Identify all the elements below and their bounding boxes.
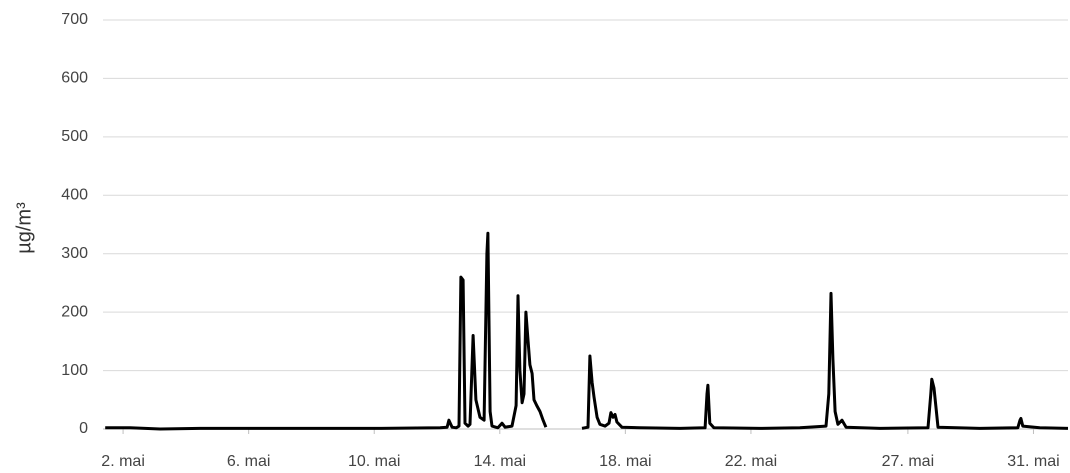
- x-tick-label: 27. mai: [882, 453, 934, 470]
- y-axis-title: µg/m³: [13, 202, 35, 254]
- x-tick-label: 18. mai: [599, 453, 651, 470]
- x-tick-label: 6. mai: [227, 453, 271, 470]
- y-tick-label: 400: [61, 187, 88, 204]
- y-tick-label: 600: [61, 70, 88, 87]
- y-tick-label: 300: [61, 245, 88, 262]
- x-tick-label: 14. mai: [474, 453, 526, 470]
- data-line: [105, 231, 1069, 431]
- y-tick-label: 500: [61, 128, 88, 145]
- x-tick-label: 31. mai: [1007, 453, 1059, 470]
- y-tick-label: 100: [61, 362, 88, 379]
- y-tick-label: 200: [61, 303, 88, 320]
- x-tick-label: 22. mai: [725, 453, 777, 470]
- y-tick-label: 700: [61, 11, 88, 28]
- x-tick-label: 10. mai: [348, 453, 400, 470]
- y-tick-label: 0: [79, 420, 88, 437]
- x-tick-label: 2. mai: [101, 453, 145, 470]
